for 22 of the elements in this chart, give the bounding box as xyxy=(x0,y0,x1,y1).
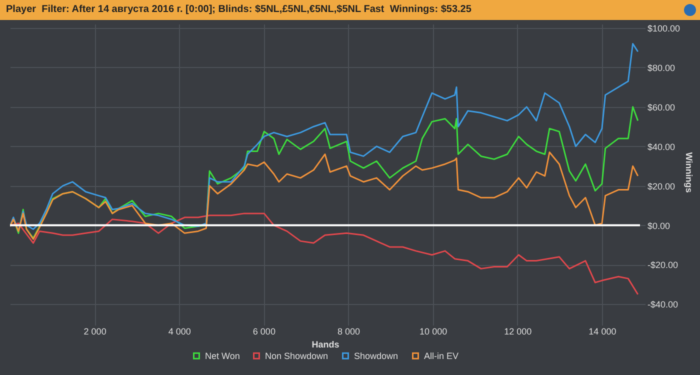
chart-title: Player Filter: After 14 августа 2016 г. [0:00]; Blinds: $5NL,£5NL,€5NL,$5NL Fast Winnings: $53.25 xyxy=(6,4,472,15)
y-tick-label: $100.00 xyxy=(648,23,680,34)
x-tick-label: 2 000 xyxy=(84,326,106,336)
y-axis-title: Winnings xyxy=(684,152,694,193)
x-tick-label: 4 000 xyxy=(168,326,191,336)
y-tick-label: $0.00 xyxy=(648,220,670,231)
legend-label: Showdown xyxy=(354,350,398,361)
legend-label: Net Won xyxy=(205,350,240,361)
legend-label: Non Showdown xyxy=(265,350,328,361)
x-tick-label: 8 000 xyxy=(337,326,360,336)
legend-label: All-in EV xyxy=(424,350,459,361)
y-tick-label: -$20.00 xyxy=(648,260,678,270)
y-tick-label: -$40.00 xyxy=(648,300,678,310)
x-tick-label: 14 000 xyxy=(588,326,616,336)
x-axis-title: Hands xyxy=(312,340,340,350)
y-tick-label: $60.00 xyxy=(648,102,676,112)
x-tick-label: 6 000 xyxy=(252,326,276,336)
x-tick-label: 10 000 xyxy=(420,326,448,336)
y-tick-label: $80.00 xyxy=(648,62,676,73)
y-tick-label: $20.00 xyxy=(648,181,676,192)
y-tick-label: $40.00 xyxy=(648,142,676,152)
x-tick-label: 12 000 xyxy=(504,326,532,336)
